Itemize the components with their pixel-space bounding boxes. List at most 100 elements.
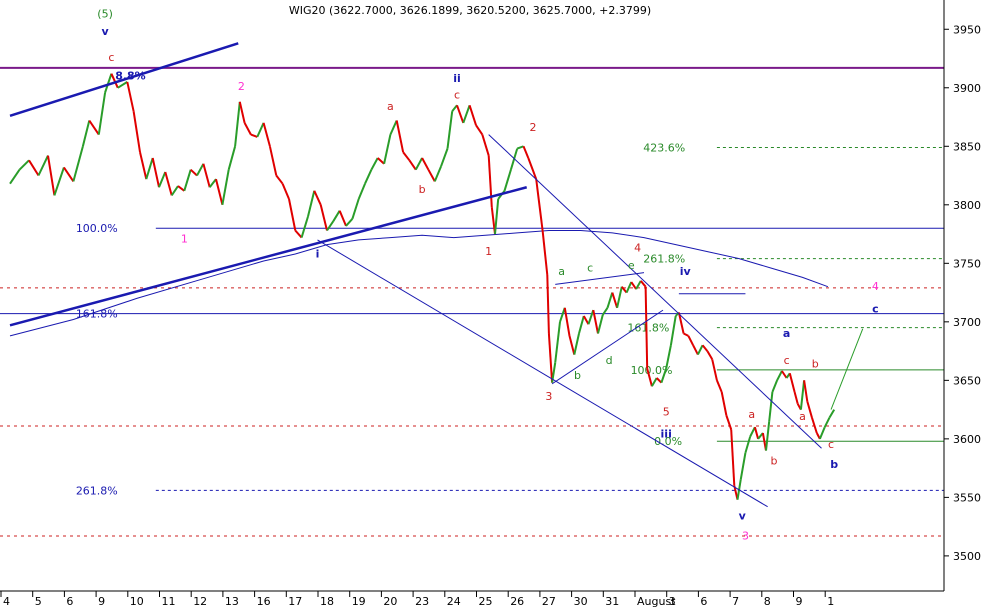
price-seg: [487, 155, 493, 208]
annotation-26: 3: [742, 530, 749, 543]
price-seg: [88, 119, 100, 136]
price-seg: [221, 169, 230, 205]
x-tick-label-20: August: [637, 595, 676, 608]
price-seg: [535, 178, 544, 231]
annotation-24: b: [770, 455, 777, 468]
price-seg: [37, 155, 49, 176]
x-tick-label-3: 9: [98, 595, 105, 608]
hline-label-9: 161.8%: [627, 322, 669, 335]
price-seg: [408, 159, 417, 171]
hline-label-11: 0.0%: [654, 435, 682, 448]
price-seg: [788, 373, 796, 393]
price-seg: [669, 315, 677, 346]
price-seg: [527, 157, 538, 180]
price-seg: [262, 122, 271, 147]
annotation-32: b: [830, 458, 838, 471]
x-tick-label-15: 25: [479, 595, 493, 608]
price-seg: [338, 210, 347, 227]
y-tick-label-3500: 3500: [953, 550, 981, 563]
y-tick-label-3950: 3950: [953, 23, 981, 36]
price-seg: [744, 436, 752, 454]
price-seg: [563, 307, 571, 337]
price-seg: [771, 379, 779, 393]
hline-label-3: 261.8%: [76, 484, 118, 497]
price-seg: [644, 286, 649, 369]
price-seg: [630, 281, 637, 290]
price-seg: [818, 426, 826, 440]
x-tick-label-5: 11: [162, 595, 176, 608]
price-seg: [351, 198, 360, 220]
x-tick-label-18: 30: [574, 595, 588, 608]
annotation-12: 1: [485, 245, 492, 258]
price-seg: [635, 280, 642, 290]
price-seg: [806, 401, 813, 419]
price-seg: [427, 169, 436, 182]
price-seg: [725, 415, 733, 430]
price-seg: [546, 274, 550, 334]
hline-label-10: 100.0%: [631, 364, 673, 377]
price-seg: [687, 335, 694, 346]
x-tick-label-11: 19: [352, 595, 366, 608]
price-seg: [621, 286, 628, 294]
annotation-0: (5): [97, 8, 113, 21]
price-seg: [799, 380, 806, 410]
annotation-3: 8.8%: [115, 70, 146, 83]
price-seg: [196, 163, 205, 176]
price-seg: [53, 167, 65, 196]
x-tick-label-16: 26: [510, 595, 524, 608]
price-seg: [625, 281, 633, 294]
price-seg: [104, 73, 113, 93]
annotation-14: a: [558, 265, 565, 278]
x-tick-label-2: 6: [66, 595, 73, 608]
price-seg: [793, 391, 799, 405]
price-seg: [640, 280, 647, 288]
price-seg: [9, 169, 21, 185]
price-seg: [665, 345, 672, 369]
price-seg: [462, 104, 471, 124]
price-seg: [494, 198, 500, 235]
y-tick-label-3900: 3900: [953, 82, 981, 95]
price-seg: [692, 344, 699, 356]
price-seg: [132, 111, 141, 153]
price-seg: [823, 417, 831, 428]
price-seg: [753, 426, 760, 440]
trend-line-7: [830, 328, 864, 410]
price-seg: [364, 169, 373, 185]
annotation-16: c: [587, 262, 593, 275]
price-seg: [377, 157, 385, 165]
price-seg: [828, 409, 836, 419]
price-series: [9, 73, 836, 500]
hline-label-7: 423.6%: [643, 141, 685, 154]
price-seg: [81, 120, 91, 147]
price-seg: [402, 151, 411, 161]
price-seg: [319, 204, 328, 231]
price-seg: [683, 332, 689, 337]
y-tick-label-3600: 3600: [953, 433, 981, 446]
price-seg: [294, 229, 303, 239]
price-seg: [768, 391, 774, 422]
annotation-25: v: [739, 510, 747, 523]
annotation-11: 2: [530, 121, 537, 134]
price-seg: [300, 216, 309, 238]
horizontal-lines: 100.0% 161.8% 261.8% 423.6% 261.8% 161.8% 100.…: [0, 66, 944, 537]
price-seg: [559, 307, 566, 323]
annotation-22: iii: [661, 428, 672, 441]
hline-label-8: 261.8%: [643, 253, 685, 266]
price-seg: [243, 122, 252, 136]
moving-average: [9, 230, 829, 337]
annotation-21: 5: [663, 405, 670, 418]
annotation-1: v: [102, 25, 110, 38]
price-seg: [697, 344, 704, 356]
price-seg: [616, 286, 623, 309]
x-tick-label-19: 31: [605, 595, 619, 608]
x-tick-label-0: 4: [3, 595, 10, 608]
x-tick-label-6: 12: [193, 595, 207, 608]
price-seg: [646, 368, 653, 387]
price-seg: [522, 145, 530, 159]
price-seg: [811, 417, 818, 434]
price-seg: [72, 146, 84, 182]
price-seg: [164, 171, 173, 196]
price-seg: [47, 155, 56, 196]
price-seg: [554, 321, 561, 363]
